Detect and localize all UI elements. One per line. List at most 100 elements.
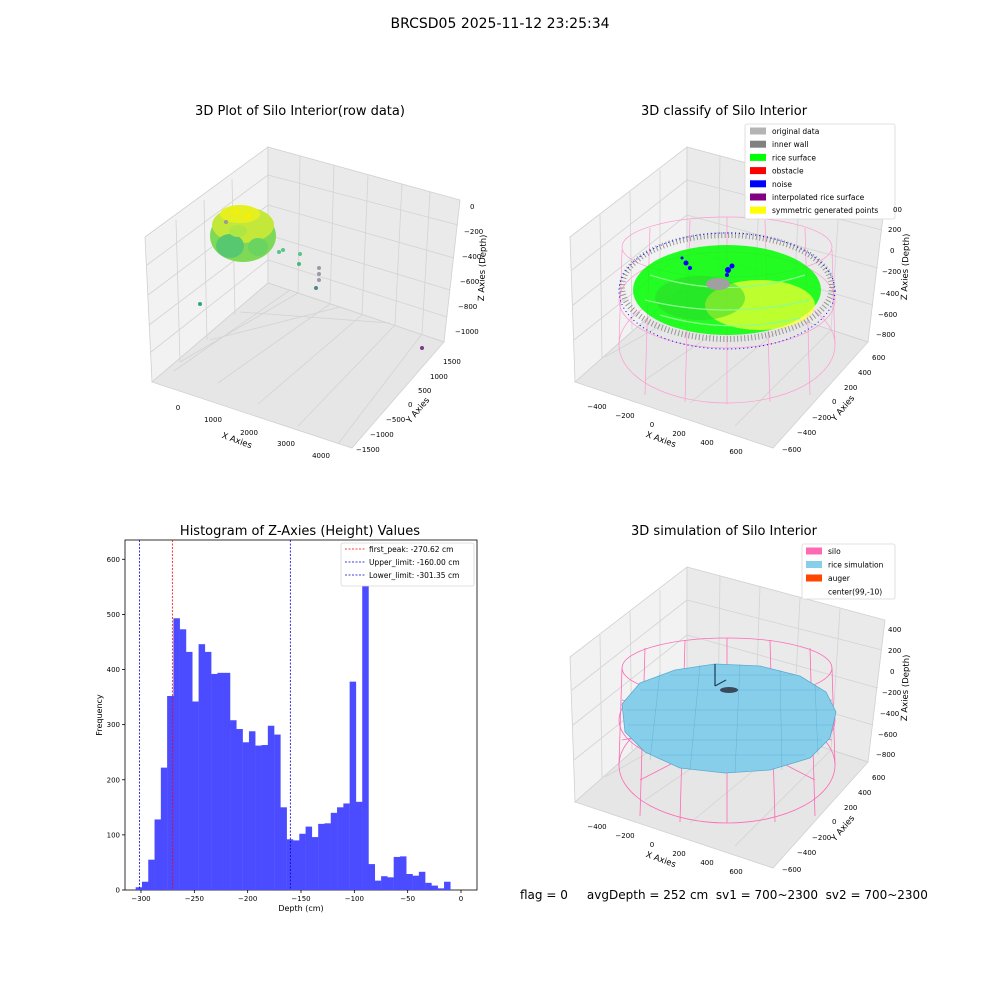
sim-y-tick: −200 (812, 834, 831, 842)
histogram-bar (425, 882, 432, 890)
histogram-legend-label: first_peak: -270.62 cm (369, 545, 453, 554)
classify-y-tick: 200 (844, 384, 857, 392)
histogram-bar (167, 695, 174, 890)
status-footer: flag = 0 avgDepth = 252 cm sv1 = 700~230… (520, 888, 928, 902)
histogram-y-tick-label: 400 (107, 666, 120, 674)
histogram-bar (204, 651, 212, 890)
histogram-legend: first_peak: -270.62 cm Upper_limit: -160.… (340, 542, 475, 587)
histogram-x-tick-label: 0 (459, 895, 463, 903)
sim-z-tick: −600 (878, 731, 897, 739)
histogram-bar (261, 745, 269, 890)
legend-label: silo (828, 547, 841, 556)
legend-label: center(99,-10) (828, 588, 882, 597)
histogram-bar (198, 644, 206, 890)
raw-panel-title: 3D Plot of Silo Interior(row data) (195, 104, 405, 119)
sim-x-tick: −200 (615, 832, 634, 840)
histogram-x-tick-label: −150 (291, 895, 310, 903)
classify-z-tick: −200 (882, 268, 901, 276)
sim-x-tick: 0 (650, 841, 654, 849)
simulation-legend: silo rice simulation auger center(99,-10) (801, 543, 896, 600)
histogram-bar (406, 874, 413, 890)
raw-y-tick: 500 (418, 387, 431, 395)
figure-title: BRCSD05 2025-11-12 23:25:34 (390, 16, 610, 32)
histogram-bar (141, 881, 149, 890)
histogram-bar (179, 629, 187, 890)
histogram-bar (437, 888, 445, 890)
raw-z-tick: −400 (462, 253, 481, 261)
raw-z-axis-label: Z Axies (Depth) (477, 234, 489, 301)
classify-3d-plot: original data inner wall rice surface obsta… (569, 123, 912, 456)
histogram-y-tick-label: 0 (116, 887, 120, 895)
classify-x-tick: 200 (672, 430, 685, 438)
classify-y-tick: 0 (832, 398, 836, 406)
histogram-bar (349, 681, 357, 890)
legend-swatch (806, 561, 822, 568)
classify-x-tick: 0 (650, 421, 654, 429)
raw-x-tick: 2000 (240, 429, 258, 437)
legend-swatch (750, 127, 766, 135)
histogram-bar (192, 701, 199, 890)
histogram-bar (311, 837, 319, 890)
histogram-bar (173, 618, 180, 890)
legend-label: symmetric generated points (772, 206, 878, 215)
legend-swatch (750, 153, 766, 161)
histogram-panel-title: Histogram of Z-Axies (Height) Values (179, 524, 421, 539)
raw-x-tick: 4000 (312, 452, 330, 460)
raw-z-tick: −200 (464, 228, 483, 236)
classify-y-tick: 400 (858, 369, 871, 377)
rice-simulation-surface (621, 663, 837, 774)
histogram-bar (444, 881, 451, 890)
legend-swatch (750, 140, 766, 148)
sim-z-tick: 400 (888, 626, 901, 634)
classify-z-tick: 200 (888, 226, 901, 234)
inner-wall-ring (619, 232, 835, 342)
sim-y-tick: 400 (858, 789, 871, 797)
histogram-x-tick-label: −200 (238, 895, 257, 903)
sim-x-tick: −400 (587, 823, 606, 831)
legend-label: inner wall (772, 140, 809, 149)
histogram-x-tick-label: −250 (185, 895, 204, 903)
classify-y-tick: −200 (812, 414, 831, 422)
histogram-bar (355, 801, 363, 890)
histogram-bar (381, 876, 388, 890)
histogram-y-tick-label: 100 (107, 831, 120, 839)
sim-y-tick: 600 (872, 774, 885, 782)
classify-y-tick: −600 (782, 446, 801, 454)
auger-marker (714, 664, 738, 693)
raw-y-tick: 0 (408, 401, 412, 409)
sim-z-tick: −400 (880, 710, 899, 718)
histogram-x-tick-label: −100 (345, 895, 364, 903)
legend-swatch (806, 547, 822, 555)
histogram-legend-label: Lower_limit: -301.35 cm (369, 571, 459, 580)
histogram-y-tick-label: 600 (107, 556, 120, 564)
histogram-bar (343, 803, 350, 890)
noise-ring (618, 232, 836, 350)
histogram-bar (267, 725, 275, 890)
histogram-bar (318, 823, 325, 890)
histogram-bar (299, 833, 306, 890)
sim-z-tick: −800 (876, 751, 895, 759)
rice-surface-points (633, 245, 821, 335)
histogram-bar (230, 720, 237, 890)
classify-legend: original data inner wall rice surface obsta… (744, 123, 896, 220)
histogram-bar (236, 729, 243, 890)
classify-x-tick: −400 (587, 403, 606, 411)
simulation-3d-plot: silo rice simulation auger center(99,-10) −… (569, 543, 912, 876)
sim-z-tick: 200 (888, 647, 901, 655)
sim-z-tick: 0 (890, 668, 894, 676)
sim-x-tick: 600 (729, 868, 742, 876)
histogram-bar (374, 880, 382, 890)
classify-z-tick: 0 (890, 247, 894, 255)
classify-z-tick-partial: 00 (893, 206, 902, 214)
histogram-bar (160, 767, 168, 890)
histogram-y-axis-label: Frequency (95, 694, 104, 736)
histogram-bar (412, 875, 420, 890)
histogram-x-tick-label: −300 (131, 895, 150, 903)
classify-x-tick: −200 (615, 412, 634, 420)
legend-swatch (750, 180, 766, 188)
raw-x-tick: 1000 (204, 416, 222, 424)
histogram-legend-label: Upper_limit: -160.00 cm (369, 558, 460, 567)
histogram-bar (393, 856, 401, 890)
histogram-bar (387, 877, 394, 890)
histogram-bar (217, 672, 224, 890)
